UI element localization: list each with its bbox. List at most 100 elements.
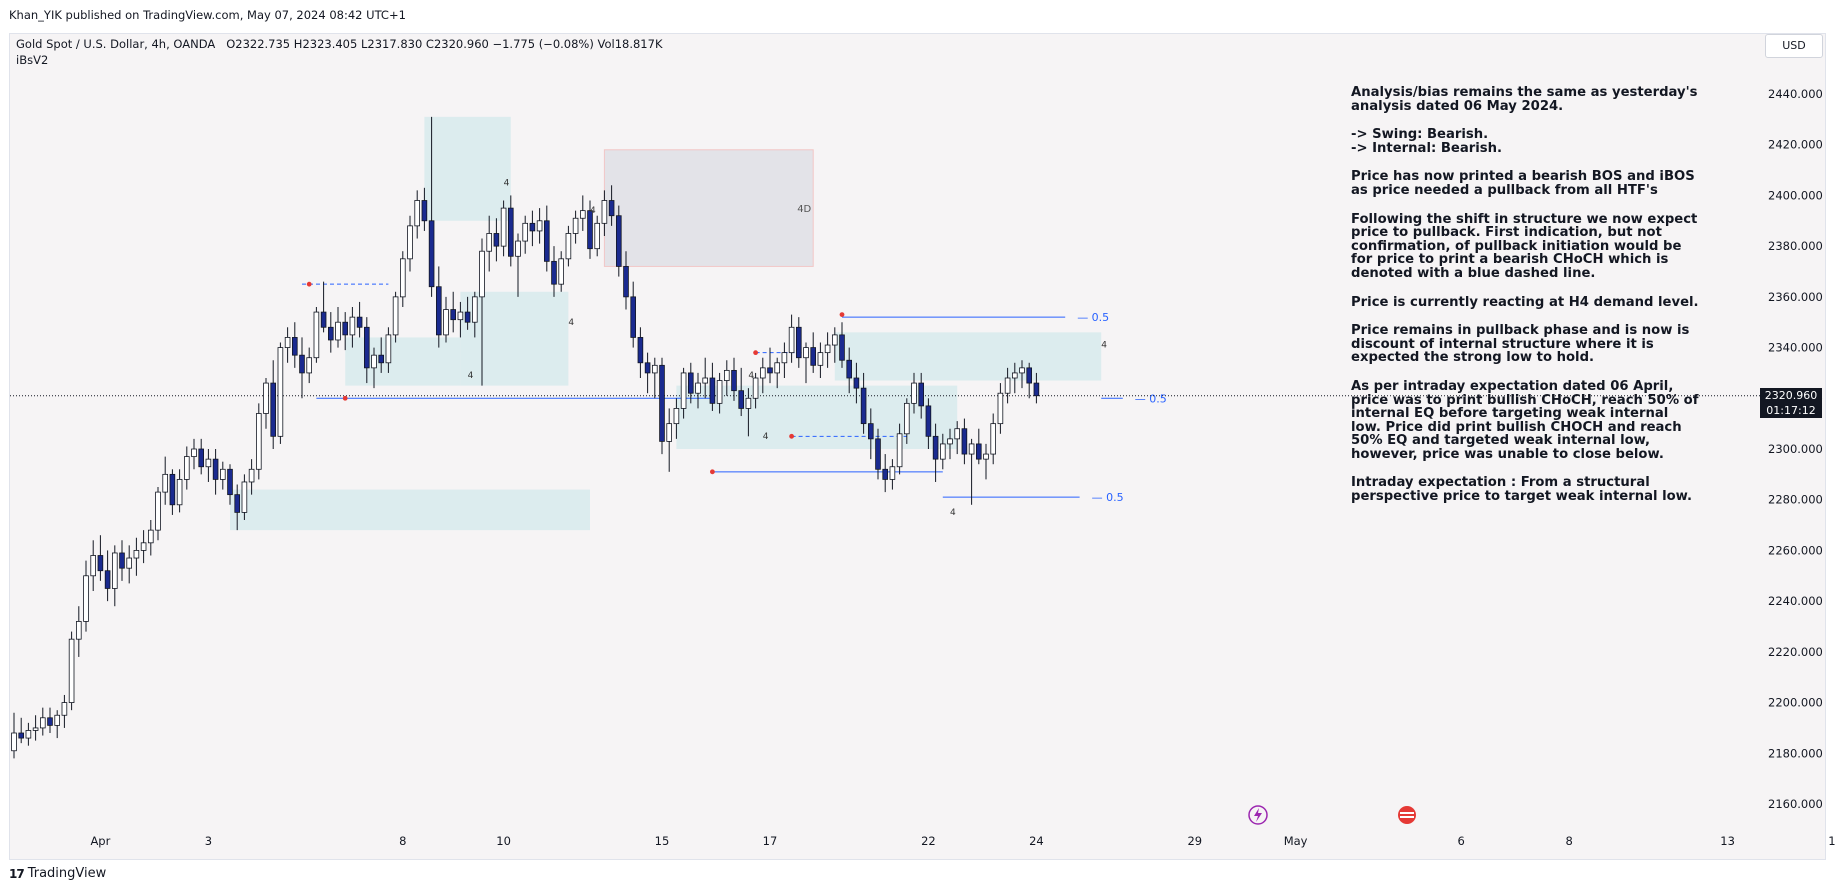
candle-body[interactable] [486,233,492,252]
candle-body[interactable] [90,555,97,577]
indicator-name[interactable]: iBsV2 [16,53,49,67]
candle-body[interactable] [349,316,356,336]
us-flag-event-icon[interactable] [1398,806,1416,824]
candle-body[interactable] [544,220,550,262]
candle-body[interactable] [363,326,370,369]
candle-body[interactable] [291,337,298,356]
candle-body[interactable] [299,354,305,374]
candle-body[interactable] [133,550,140,559]
candle-body[interactable] [47,717,53,726]
candle-body[interactable] [155,491,161,531]
candle-body[interactable] [306,357,312,374]
candle-body[interactable] [745,397,752,409]
lightning-event-icon[interactable] [1254,808,1262,822]
candle-body[interactable] [284,337,291,348]
candle-body[interactable] [616,215,622,267]
candle-body[interactable] [803,347,809,359]
candle-body[interactable] [608,200,615,217]
candle-body[interactable] [270,382,276,437]
candle-body[interactable] [565,233,572,260]
candle-body[interactable] [68,638,75,703]
candle-body[interactable] [601,200,608,224]
candle-body[interactable] [61,702,68,716]
candle-body[interactable] [868,423,874,440]
candle-body[interactable] [54,714,60,726]
candle-body[interactable] [18,732,24,739]
candle-body[interactable] [277,347,284,437]
candle-body[interactable] [1004,377,1011,394]
candle-body[interactable] [990,423,996,455]
candle-body[interactable] [176,479,183,506]
candle-body[interactable] [731,369,737,392]
candle-body[interactable] [1033,382,1040,397]
candle-body[interactable] [724,369,730,381]
candle-body[interactable] [659,364,665,442]
candle-body[interactable] [738,390,744,409]
candle-body[interactable] [860,387,867,425]
candle-body[interactable] [536,220,543,232]
candle-body[interactable] [644,362,651,374]
candle-body[interactable] [263,382,269,414]
candle-body[interactable] [889,466,896,480]
candle-body[interactable] [558,258,564,285]
candle-body[interactable] [918,382,924,407]
candle-body[interactable] [435,286,442,336]
candle-body[interactable] [443,309,449,336]
candle-body[interactable] [580,210,586,219]
candle-body[interactable] [961,428,968,455]
candle-body[interactable] [968,443,975,455]
candle-body[interactable] [414,200,420,227]
candle-body[interactable] [817,352,824,366]
candle-body[interactable] [335,321,341,341]
candle-body[interactable] [637,337,644,364]
candle-body[interactable] [32,727,39,731]
candle-body[interactable] [83,575,89,622]
candle-body[interactable] [882,468,888,480]
candle-body[interactable] [594,222,600,250]
candle-body[interactable] [853,377,860,389]
candle-body[interactable] [709,377,716,404]
candle-body[interactable] [248,468,255,483]
candle-body[interactable] [666,423,672,442]
candle-body[interactable] [162,473,169,493]
candle-body[interactable] [983,453,989,460]
candle-body[interactable] [471,296,478,323]
candle-body[interactable] [947,438,953,445]
candle-body[interactable] [630,296,636,338]
candle-body[interactable] [191,448,197,458]
candle-body[interactable] [97,555,104,572]
candle-body[interactable] [767,367,773,374]
candle-body[interactable] [997,392,1004,425]
candle-body[interactable] [781,352,788,364]
candle-body[interactable] [493,233,500,247]
candle-body[interactable] [147,529,154,544]
candle-body[interactable] [356,316,363,328]
candle-body[interactable] [875,438,881,470]
candle-body[interactable] [313,311,320,359]
candle-body[interactable] [507,207,514,257]
candle-body[interactable] [342,321,348,336]
candle-body[interactable] [428,220,435,288]
candle-body[interactable] [11,732,17,752]
candle-body[interactable] [824,344,831,354]
candle-body[interactable] [673,408,680,425]
candle-body[interactable] [371,354,377,369]
candle-body[interactable] [450,309,456,321]
candle-body[interactable] [702,377,708,384]
currency-button[interactable]: USD [1765,34,1823,58]
candle-body[interactable] [652,364,658,374]
candle-body[interactable] [421,200,428,222]
candle-body[interactable] [234,494,241,513]
candle-body[interactable] [25,730,32,739]
candle-body[interactable] [320,311,327,328]
candle-body[interactable] [695,382,701,394]
candle-body[interactable] [976,443,982,460]
candle-body[interactable] [774,362,780,374]
candle-body[interactable] [479,250,485,298]
candle-body[interactable] [169,473,176,506]
candle-body[interactable] [680,372,687,409]
candle-body[interactable] [399,258,406,298]
candle-body[interactable] [954,428,960,440]
candle-body[interactable] [522,222,528,242]
candle-body[interactable] [1019,367,1025,374]
